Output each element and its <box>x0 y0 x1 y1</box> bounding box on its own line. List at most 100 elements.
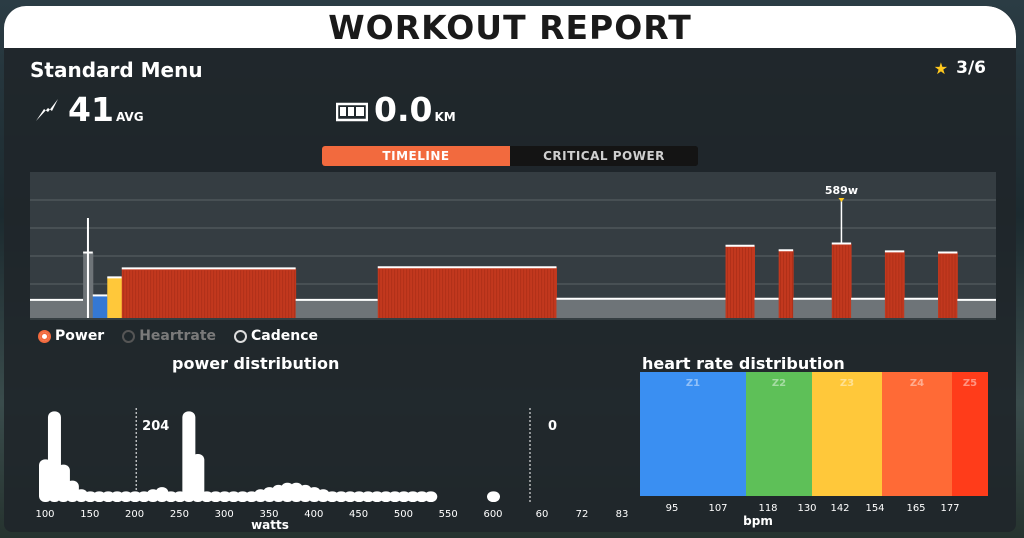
power-bar <box>209 491 223 502</box>
distance-stat: 0.0 KM <box>335 90 456 129</box>
power-bar <box>334 491 348 502</box>
power-bar <box>397 491 411 502</box>
peak-marker-icon <box>838 198 845 202</box>
power-distribution-chart: 204 100 150 200 250 300 350 400 450 500 550 600 watt… <box>30 384 630 532</box>
timeline-segment <box>754 298 780 318</box>
hr-tick-label: 107 <box>708 503 727 514</box>
timeline-segment <box>295 299 379 318</box>
power-bar <box>200 491 214 502</box>
power-bar <box>92 491 106 502</box>
hr-distribution-svg: Z1 Z2 Z3 Z4 Z5 95 107 118 130 142 154 165 177 bpm <box>640 372 988 528</box>
rating-value: 3/6 <box>956 58 986 78</box>
power-timeline-chart: 589w <box>30 172 997 320</box>
hr-zone-label: Z5 <box>963 378 977 389</box>
power-bar <box>128 491 142 502</box>
timeline-segment <box>30 299 84 318</box>
star-icon: ★ <box>933 58 949 78</box>
power-bar <box>388 491 402 502</box>
power-bar <box>379 491 393 502</box>
timeline-segment <box>725 245 755 318</box>
legend-power-label: Power <box>55 328 105 344</box>
radio-icon <box>122 329 136 343</box>
peak-label: 589w <box>825 184 858 197</box>
hr-tick-label: 83 <box>616 509 629 520</box>
power-tick-label: 100 <box>35 509 54 520</box>
hr-distribution-title: heart rate distribution <box>642 354 845 373</box>
timeline-segment <box>377 267 557 318</box>
workout-report-panel: WORKOUT REPORT Standard Menu ★ 3/6 41 AV… <box>4 6 1016 532</box>
power-bar <box>101 491 115 502</box>
power-bar <box>218 491 232 502</box>
distance-value: 0.0 <box>374 90 433 129</box>
power-bar <box>191 454 205 502</box>
power-tick-label: 550 <box>439 509 458 520</box>
power-bar <box>110 491 124 502</box>
tab-timeline[interactable]: TIMELINE <box>322 146 510 166</box>
hr-zone-bar <box>882 372 952 496</box>
view-toggle: TIMELINE CRITICAL POWER <box>322 146 698 166</box>
radio-selected-icon <box>38 329 51 343</box>
power-tick-label: 250 <box>170 509 189 520</box>
odometer-icon <box>335 101 369 127</box>
avg-power-value: 41 <box>68 90 114 129</box>
hr-zone-bar <box>812 372 882 496</box>
hr-zone-bar <box>952 372 988 496</box>
power-tick-label: 400 <box>304 509 323 520</box>
metric-legend: Power Heartrate Cadence <box>38 328 318 344</box>
workout-rating: ★ 3/6 <box>934 58 986 78</box>
timeline-svg: 589w <box>30 184 997 318</box>
timeline-segment <box>904 298 939 318</box>
legend-heartrate-label: Heartrate <box>139 328 217 344</box>
power-bar <box>406 491 420 502</box>
power-bar <box>164 491 178 502</box>
hr-zone-bar <box>746 372 812 496</box>
power-marker-label: 204 <box>142 419 169 434</box>
power-tick-label: 600 <box>483 509 502 520</box>
radio-icon <box>234 329 248 343</box>
hr-distribution-chart: Z1 Z2 Z3 Z4 Z5 95 107 118 130 142 154 165 177 bpm <box>638 370 992 530</box>
legend-power[interactable]: Power <box>38 328 104 344</box>
hr-zone-bar <box>640 372 746 496</box>
power-bar <box>343 491 357 502</box>
report-title-bar: WORKOUT REPORT <box>4 6 1016 48</box>
hr-zone-label: Z1 <box>686 378 700 389</box>
hr-tick-label: 95 <box>666 503 679 514</box>
power-tick-label: 300 <box>215 509 234 520</box>
timeline-segment <box>556 298 727 318</box>
power-axis-label: watts <box>251 518 289 529</box>
timeline-segment <box>851 298 886 318</box>
legend-cadence[interactable]: Cadence <box>234 328 318 344</box>
avg-power-stat: 41 AVG <box>34 90 144 129</box>
power-tick-label: 450 <box>349 509 368 520</box>
hr-zone-label: Z4 <box>910 378 924 389</box>
tab-critical-power[interactable]: CRITICAL POWER <box>510 146 698 166</box>
power-bar <box>83 491 97 502</box>
hr-axis-label: bpm <box>743 514 773 528</box>
power-bar <box>415 491 429 502</box>
power-bar <box>352 491 366 502</box>
power-tick-label: 350 <box>259 509 278 520</box>
legend-cadence-label: Cadence <box>251 328 319 344</box>
power-distribution-title: power distribution <box>172 354 340 373</box>
workout-name: Standard Menu <box>30 58 203 82</box>
hr-tick-label: 154 <box>865 503 884 514</box>
power-bar <box>370 491 384 502</box>
power-tick-label: 200 <box>125 509 144 520</box>
hr-tick-label: 60 <box>536 509 549 520</box>
hr-tick-label: 142 <box>830 503 849 514</box>
hr-tick-label: 177 <box>940 503 959 514</box>
legend-heartrate[interactable]: Heartrate <box>122 328 216 344</box>
power-bar <box>236 491 250 502</box>
power-bar <box>487 491 500 502</box>
timeline-segment <box>92 295 108 318</box>
power-bar <box>119 491 133 502</box>
hr-marker-label: 0 <box>548 419 557 434</box>
hr-tick-label: 130 <box>797 503 816 514</box>
timeline-segment <box>957 299 997 318</box>
hr-tick-label: 72 <box>576 509 589 520</box>
report-title: WORKOUT REPORT <box>328 7 692 47</box>
distance-unit: KM <box>434 110 456 124</box>
lightning-icon <box>34 97 62 127</box>
power-bar <box>361 491 375 502</box>
